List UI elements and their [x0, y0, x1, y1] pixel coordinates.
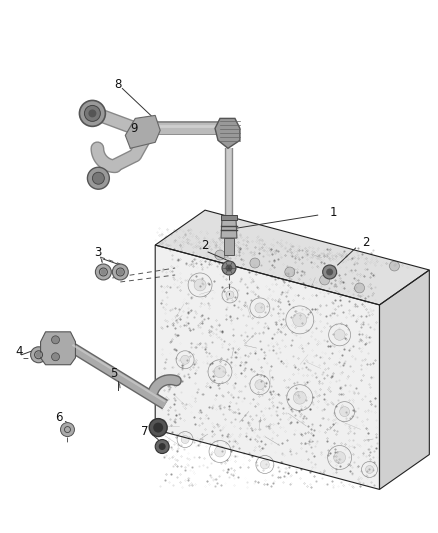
Polygon shape	[155, 245, 379, 489]
Circle shape	[250, 258, 260, 268]
Circle shape	[180, 356, 190, 364]
Circle shape	[222, 261, 236, 275]
Circle shape	[194, 279, 206, 291]
Circle shape	[389, 261, 399, 271]
Polygon shape	[221, 218, 237, 238]
Circle shape	[215, 250, 225, 260]
Text: 2: 2	[363, 236, 370, 248]
Circle shape	[215, 446, 226, 457]
Circle shape	[35, 352, 42, 358]
Circle shape	[155, 440, 169, 454]
Circle shape	[149, 418, 167, 437]
Circle shape	[255, 303, 265, 313]
Text: 5: 5	[110, 367, 117, 380]
Circle shape	[334, 451, 346, 464]
Text: 1: 1	[330, 206, 337, 219]
Circle shape	[181, 435, 189, 443]
Circle shape	[226, 291, 234, 299]
Polygon shape	[379, 270, 429, 489]
Circle shape	[100, 269, 106, 275]
Circle shape	[255, 379, 265, 390]
Circle shape	[226, 264, 233, 271]
Circle shape	[88, 167, 110, 189]
Circle shape	[320, 275, 330, 285]
Circle shape	[52, 353, 60, 361]
Polygon shape	[215, 118, 240, 148]
Circle shape	[285, 267, 295, 277]
Polygon shape	[125, 116, 160, 148]
Circle shape	[88, 109, 96, 117]
Circle shape	[323, 265, 337, 279]
Polygon shape	[224, 238, 234, 255]
Circle shape	[112, 264, 128, 280]
Text: 2: 2	[201, 239, 209, 252]
Circle shape	[293, 313, 307, 327]
Circle shape	[52, 336, 60, 344]
Circle shape	[159, 443, 166, 450]
Circle shape	[60, 423, 74, 437]
Circle shape	[260, 460, 269, 469]
Circle shape	[117, 269, 124, 275]
Circle shape	[153, 423, 163, 433]
Circle shape	[366, 465, 374, 473]
Text: 7: 7	[141, 425, 149, 438]
Circle shape	[31, 347, 46, 363]
Polygon shape	[221, 215, 237, 220]
Circle shape	[85, 106, 100, 122]
Text: 6: 6	[55, 411, 62, 424]
Text: 9: 9	[130, 122, 138, 135]
Circle shape	[79, 100, 106, 126]
Circle shape	[92, 172, 104, 184]
Text: 4: 4	[15, 345, 22, 358]
Circle shape	[214, 366, 226, 378]
Polygon shape	[155, 210, 429, 305]
Circle shape	[355, 283, 364, 293]
Circle shape	[293, 391, 306, 404]
Circle shape	[334, 329, 345, 340]
Text: 3: 3	[94, 246, 101, 259]
Circle shape	[326, 269, 333, 276]
Circle shape	[95, 264, 111, 280]
Text: 8: 8	[115, 78, 122, 91]
Circle shape	[339, 407, 350, 417]
Polygon shape	[41, 332, 75, 365]
